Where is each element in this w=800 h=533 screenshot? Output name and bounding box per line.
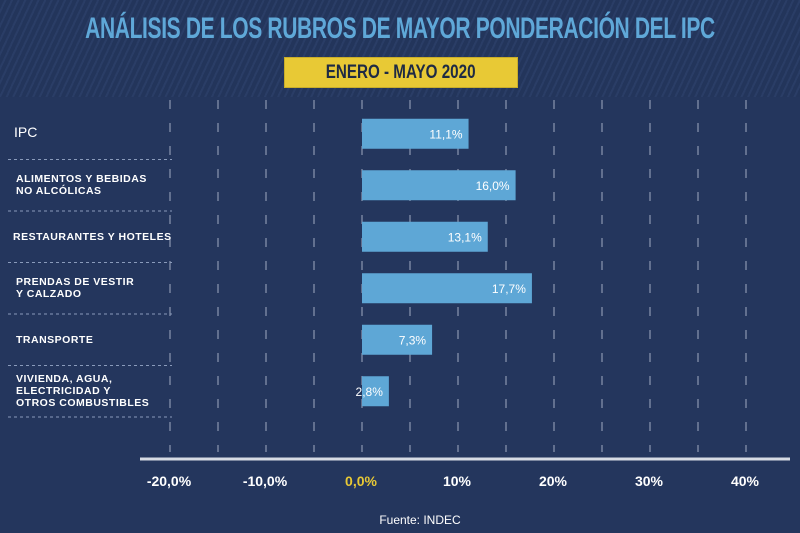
category-label: VIVIENDA, AGUA, ELECTRICIDAD Y OTROS COMBU… xyxy=(16,373,150,410)
x-tick-label: 10% xyxy=(443,473,472,489)
data-label: 16,0% xyxy=(476,179,510,193)
x-tick-label: -10,0% xyxy=(243,473,288,489)
chart-title: ANÁLISIS DE LOS RUBROS DE MAYOR PONDERAC… xyxy=(85,12,715,45)
category-label: RESTAURANTES Y HOTELES xyxy=(13,230,172,243)
x-tick-label: -20,0% xyxy=(147,473,192,489)
category-label: TRANSPORTE xyxy=(16,333,94,346)
data-label: 17,7% xyxy=(492,282,526,296)
bar xyxy=(362,170,516,201)
subtitle-text: ENERO - MAYO 2020 xyxy=(326,62,476,83)
chart-subtitle: ENERO - MAYO 2020 xyxy=(284,57,518,88)
x-tick-label: 40% xyxy=(731,473,760,489)
data-label: 11,1% xyxy=(429,127,462,141)
data-label: 2,8% xyxy=(356,385,384,399)
category-label: IPC xyxy=(14,123,38,140)
source-note: Fuente: INDEC xyxy=(379,513,461,527)
bar xyxy=(362,376,389,407)
data-label: 7,3% xyxy=(399,333,427,347)
bar xyxy=(362,324,433,355)
x-tick-label: 30% xyxy=(635,473,664,489)
category-label: ALIMENTOS Y BEBIDAS NO ALCÓLICAS xyxy=(16,173,147,198)
category-label: PRENDAS DE VESTIR Y CALZADO xyxy=(16,276,135,301)
x-tick-label: 20% xyxy=(539,473,568,489)
bar xyxy=(362,221,488,252)
bar xyxy=(362,118,469,149)
bar xyxy=(362,273,532,304)
x-tick-label: 0,0% xyxy=(345,473,377,489)
data-label: 13,1% xyxy=(448,230,482,244)
